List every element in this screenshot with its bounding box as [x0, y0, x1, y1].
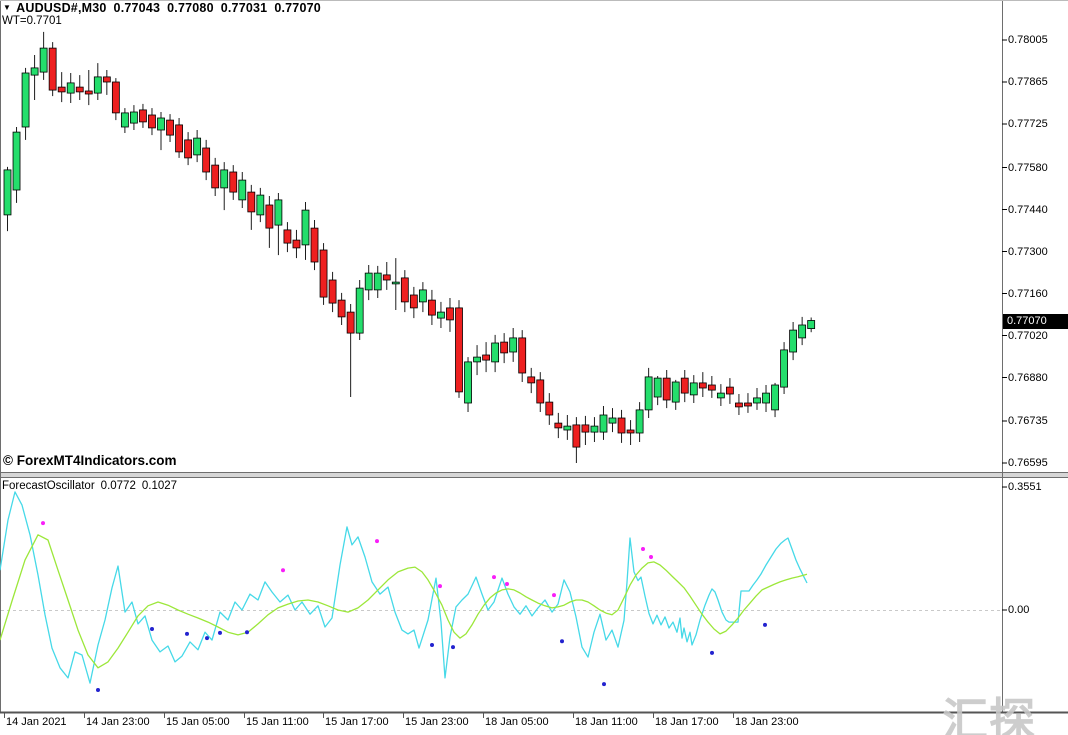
- time-axis-label: 15 Jan 17:00: [325, 716, 389, 728]
- price-axis-label: 0.77725: [1008, 118, 1048, 130]
- quote-low: 0.77031: [220, 1, 268, 15]
- time-axis-label: 18 Jan 05:00: [485, 716, 549, 728]
- oscillator-axis-max-label: 0.3551: [1008, 481, 1042, 494]
- oscillator-panel[interactable]: ForecastOscillator 0.0772 0.1027: [0, 478, 1002, 712]
- price-axis-label: 0.77160: [1008, 287, 1048, 300]
- site-watermark: 汇探网: [942, 693, 1036, 735]
- time-axis-label: 15 Jan 23:00: [405, 716, 469, 728]
- chart-title: ▼ AUDUSD#,M30 0.77043 0.77080 0.77031 0.77070: [3, 1, 321, 15]
- current-price-tag: 0.77070: [1003, 313, 1068, 329]
- oscillator-name: ForecastOscillator: [2, 480, 95, 492]
- price-axis-label: 0.77865: [1008, 76, 1048, 88]
- time-axis-label: 18 Jan 11:00: [575, 716, 638, 728]
- symbol-dropdown-icon[interactable]: ▼: [3, 3, 12, 12]
- oscillator-value-1: 0.0772: [100, 480, 136, 492]
- main-chart-panel[interactable]: ▼ AUDUSD#,M30 0.77043 0.77080 0.77031 0.77070…: [0, 0, 1002, 472]
- price-axis-label: 0.77020: [1008, 329, 1048, 342]
- time-axis-label: 18 Jan 23:00: [735, 716, 799, 728]
- price-axis-label: 0.76880: [1008, 371, 1048, 384]
- oscillator-value-2: 0.1027: [141, 480, 178, 492]
- wt-indicator-value: WT=0.7701: [2, 15, 62, 27]
- time-axis-label: 14 Jan 23:00: [86, 716, 150, 728]
- time-axis-label: 14 Jan 2021: [6, 716, 67, 728]
- price-axis-label: 0.76735: [1008, 415, 1048, 427]
- price-axis-label: 0.77440: [1008, 203, 1048, 216]
- time-axis-label: 15 Jan 11:00: [246, 716, 309, 728]
- oscillator-axis-zero-label: 0.00: [1008, 604, 1030, 616]
- brand-logo-text: © ForexMT4Indicators.com: [3, 453, 177, 468]
- price-axis[interactable]: 0.3551 0.00 0.78005 0.77865 0.77725 0.77580…: [1002, 0, 1068, 713]
- price-axis-label: 0.78005: [1008, 34, 1048, 46]
- quote-open: 0.77043: [113, 1, 161, 15]
- quote-high: 0.77080: [167, 1, 214, 15]
- oscillator-title: ForecastOscillator 0.0772 0.1027: [2, 480, 177, 492]
- time-axis-label: 15 Jan 05:00: [166, 716, 230, 728]
- time-axis-label: 18 Jan 17:00: [655, 716, 719, 728]
- time-axis[interactable]: 14 Jan 2021 14 Jan 23:00 15 Jan 05:00 15 Ja…: [0, 713, 1068, 735]
- quote-close: 0.77070: [274, 1, 321, 15]
- price-axis-label: 0.77300: [1008, 245, 1048, 258]
- symbol-timeframe-label: AUDUSD#,M30: [16, 1, 107, 15]
- price-axis-label: 0.77580: [1008, 161, 1048, 174]
- price-axis-label: 0.76595: [1008, 457, 1048, 469]
